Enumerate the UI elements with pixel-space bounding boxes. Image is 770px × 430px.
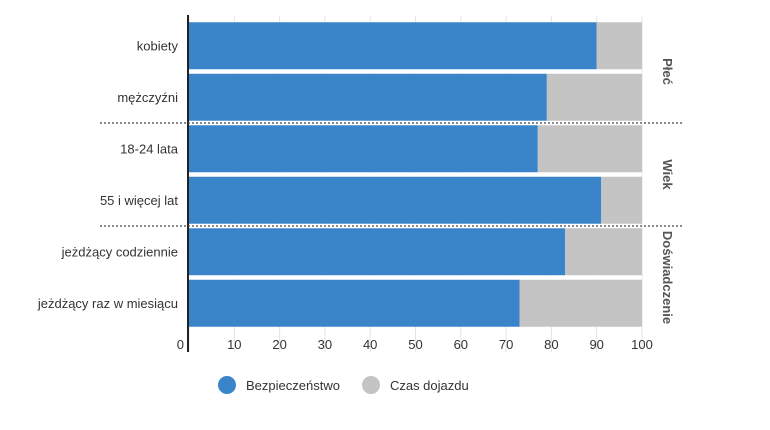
- bar-series-2[interactable]: [537, 125, 642, 173]
- category-label: kobiety: [137, 38, 179, 53]
- x-tick-label: 10: [227, 337, 241, 352]
- category-label: jeżdżący codziennie: [61, 244, 178, 259]
- bars-layer: [189, 22, 642, 327]
- x-tick-label: 30: [318, 337, 332, 352]
- bar-series-1[interactable]: [189, 22, 597, 70]
- group-label: Wiek: [660, 159, 675, 190]
- legend-item-series-2[interactable]: Czas dojazdu: [361, 376, 469, 394]
- x-tick-label: 40: [363, 337, 377, 352]
- group-label: Płeć: [660, 58, 675, 85]
- group-label: Doświadczenie: [660, 231, 675, 324]
- bar-series-2[interactable]: [519, 279, 642, 327]
- category-label: mężczyźni: [117, 90, 178, 105]
- bar-series-1[interactable]: [189, 125, 538, 173]
- legend-item-series-1[interactable]: Bezpieczeństwo: [218, 376, 340, 394]
- groups-layer: Płeć Wiek Doświadczenie: [100, 58, 682, 324]
- category-label: 18-24 lata: [120, 141, 179, 156]
- legend-label-series-1: Bezpieczeństwo: [246, 377, 340, 393]
- bar-series-1[interactable]: [189, 228, 565, 276]
- chart: kobiety mężczyźni 18-24 lata 55 i więcej la…: [37, 15, 682, 352]
- x-tick-label: 100: [631, 337, 653, 352]
- legend-label-series-2: Czas dojazdu: [389, 377, 469, 393]
- x-tick-label: 20: [272, 337, 286, 352]
- x-tick-label: 50: [408, 337, 422, 352]
- bar-series-2[interactable]: [564, 228, 642, 276]
- x-tick-label: 70: [499, 337, 513, 352]
- x-tick-label: 90: [589, 337, 603, 352]
- bar-series-1[interactable]: [189, 279, 520, 327]
- category-label: 55 i więcej lat: [100, 193, 178, 208]
- bar-series-1[interactable]: [189, 73, 547, 121]
- legend-swatch-series-2: [361, 376, 380, 394]
- bar-series-2[interactable]: [601, 176, 642, 224]
- legend-swatch-series-1: [218, 376, 236, 394]
- ticks-layer: 0 10 20 30 40 50 60 70 80 90 100: [177, 15, 653, 352]
- legend: Bezpieczeństwo Czas dojazdu: [218, 376, 491, 394]
- x-tick-label: 0: [177, 337, 184, 352]
- category-label: jeżdżący raz w miesiącu: [37, 296, 178, 311]
- x-tick-label: 80: [544, 337, 558, 352]
- bar-series-2[interactable]: [546, 73, 642, 121]
- labels-layer: kobiety mężczyźni 18-24 lata 55 i więcej la…: [37, 38, 179, 311]
- bar-series-2[interactable]: [596, 22, 642, 70]
- bar-series-1[interactable]: [189, 176, 602, 224]
- x-tick-label: 60: [454, 337, 468, 352]
